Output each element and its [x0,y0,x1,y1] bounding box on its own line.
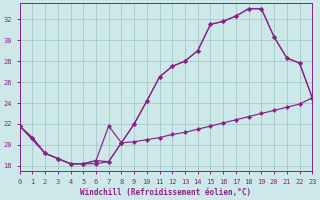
X-axis label: Windchill (Refroidissement éolien,°C): Windchill (Refroidissement éolien,°C) [80,188,252,197]
